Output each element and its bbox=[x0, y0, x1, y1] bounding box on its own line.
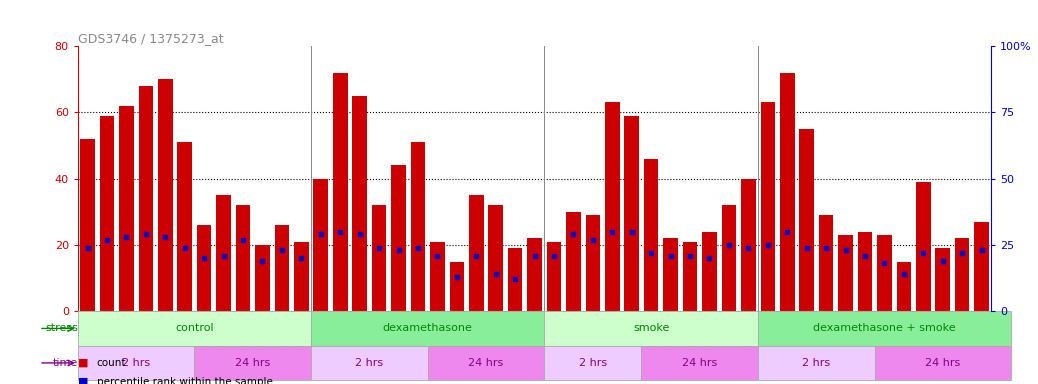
Text: count: count bbox=[97, 358, 126, 368]
Bar bbox=[197, 225, 212, 311]
Text: 2 hrs: 2 hrs bbox=[122, 358, 151, 368]
Bar bbox=[741, 179, 756, 311]
Bar bbox=[527, 238, 542, 311]
Bar bbox=[702, 232, 717, 311]
Bar bbox=[585, 215, 600, 311]
Bar bbox=[255, 245, 270, 311]
Bar bbox=[857, 232, 872, 311]
Text: 24 hrs: 24 hrs bbox=[925, 358, 960, 368]
Bar bbox=[216, 195, 230, 311]
Bar bbox=[333, 73, 348, 311]
Bar bbox=[294, 242, 308, 311]
Bar bbox=[721, 205, 736, 311]
Bar bbox=[758, 311, 1011, 346]
Bar bbox=[875, 346, 1011, 380]
Bar bbox=[508, 248, 522, 311]
Bar bbox=[194, 346, 311, 380]
Bar bbox=[761, 103, 775, 311]
Bar bbox=[819, 215, 834, 311]
Text: smoke: smoke bbox=[633, 323, 670, 333]
Bar bbox=[78, 346, 194, 380]
Bar bbox=[644, 159, 658, 311]
Text: control: control bbox=[175, 323, 214, 333]
Text: 24 hrs: 24 hrs bbox=[682, 358, 717, 368]
Bar bbox=[372, 205, 386, 311]
Bar bbox=[641, 346, 758, 380]
Text: 2 hrs: 2 hrs bbox=[579, 358, 607, 368]
Text: 2 hrs: 2 hrs bbox=[802, 358, 830, 368]
Bar bbox=[428, 346, 544, 380]
Bar bbox=[469, 195, 484, 311]
Bar bbox=[955, 238, 969, 311]
Bar bbox=[119, 106, 134, 311]
Bar bbox=[391, 166, 406, 311]
Bar bbox=[449, 262, 464, 311]
Text: ■: ■ bbox=[78, 377, 88, 384]
Bar bbox=[311, 311, 544, 346]
Bar bbox=[877, 235, 892, 311]
Bar bbox=[758, 346, 875, 380]
Bar bbox=[663, 238, 678, 311]
Bar bbox=[78, 311, 311, 346]
Bar bbox=[430, 242, 444, 311]
Bar bbox=[975, 222, 989, 311]
Bar bbox=[544, 311, 758, 346]
Text: 24 hrs: 24 hrs bbox=[236, 358, 270, 368]
Bar bbox=[935, 248, 950, 311]
Bar bbox=[275, 225, 290, 311]
Text: ■: ■ bbox=[78, 358, 88, 368]
Bar bbox=[547, 242, 562, 311]
Bar bbox=[177, 142, 192, 311]
Bar bbox=[683, 242, 698, 311]
Bar bbox=[139, 86, 154, 311]
Bar bbox=[839, 235, 853, 311]
Bar bbox=[352, 96, 367, 311]
Text: time: time bbox=[53, 358, 78, 368]
Text: dexamethasone: dexamethasone bbox=[383, 323, 472, 333]
Bar bbox=[80, 139, 94, 311]
Bar bbox=[313, 179, 328, 311]
Bar bbox=[897, 262, 911, 311]
Bar bbox=[236, 205, 250, 311]
Bar bbox=[158, 79, 172, 311]
Text: dexamethasone + smoke: dexamethasone + smoke bbox=[813, 323, 956, 333]
Text: 2 hrs: 2 hrs bbox=[355, 358, 383, 368]
Bar bbox=[411, 142, 426, 311]
Bar bbox=[625, 116, 639, 311]
Text: percentile rank within the sample: percentile rank within the sample bbox=[97, 377, 272, 384]
Text: GDS3746 / 1375273_at: GDS3746 / 1375273_at bbox=[78, 32, 223, 45]
Bar bbox=[489, 205, 503, 311]
Bar bbox=[100, 116, 114, 311]
Bar bbox=[799, 129, 814, 311]
Bar bbox=[566, 212, 580, 311]
Bar bbox=[311, 346, 428, 380]
Bar bbox=[780, 73, 794, 311]
Bar bbox=[605, 103, 620, 311]
Bar bbox=[544, 346, 641, 380]
Text: 24 hrs: 24 hrs bbox=[468, 358, 503, 368]
Text: stress: stress bbox=[45, 323, 78, 333]
Bar bbox=[916, 182, 930, 311]
